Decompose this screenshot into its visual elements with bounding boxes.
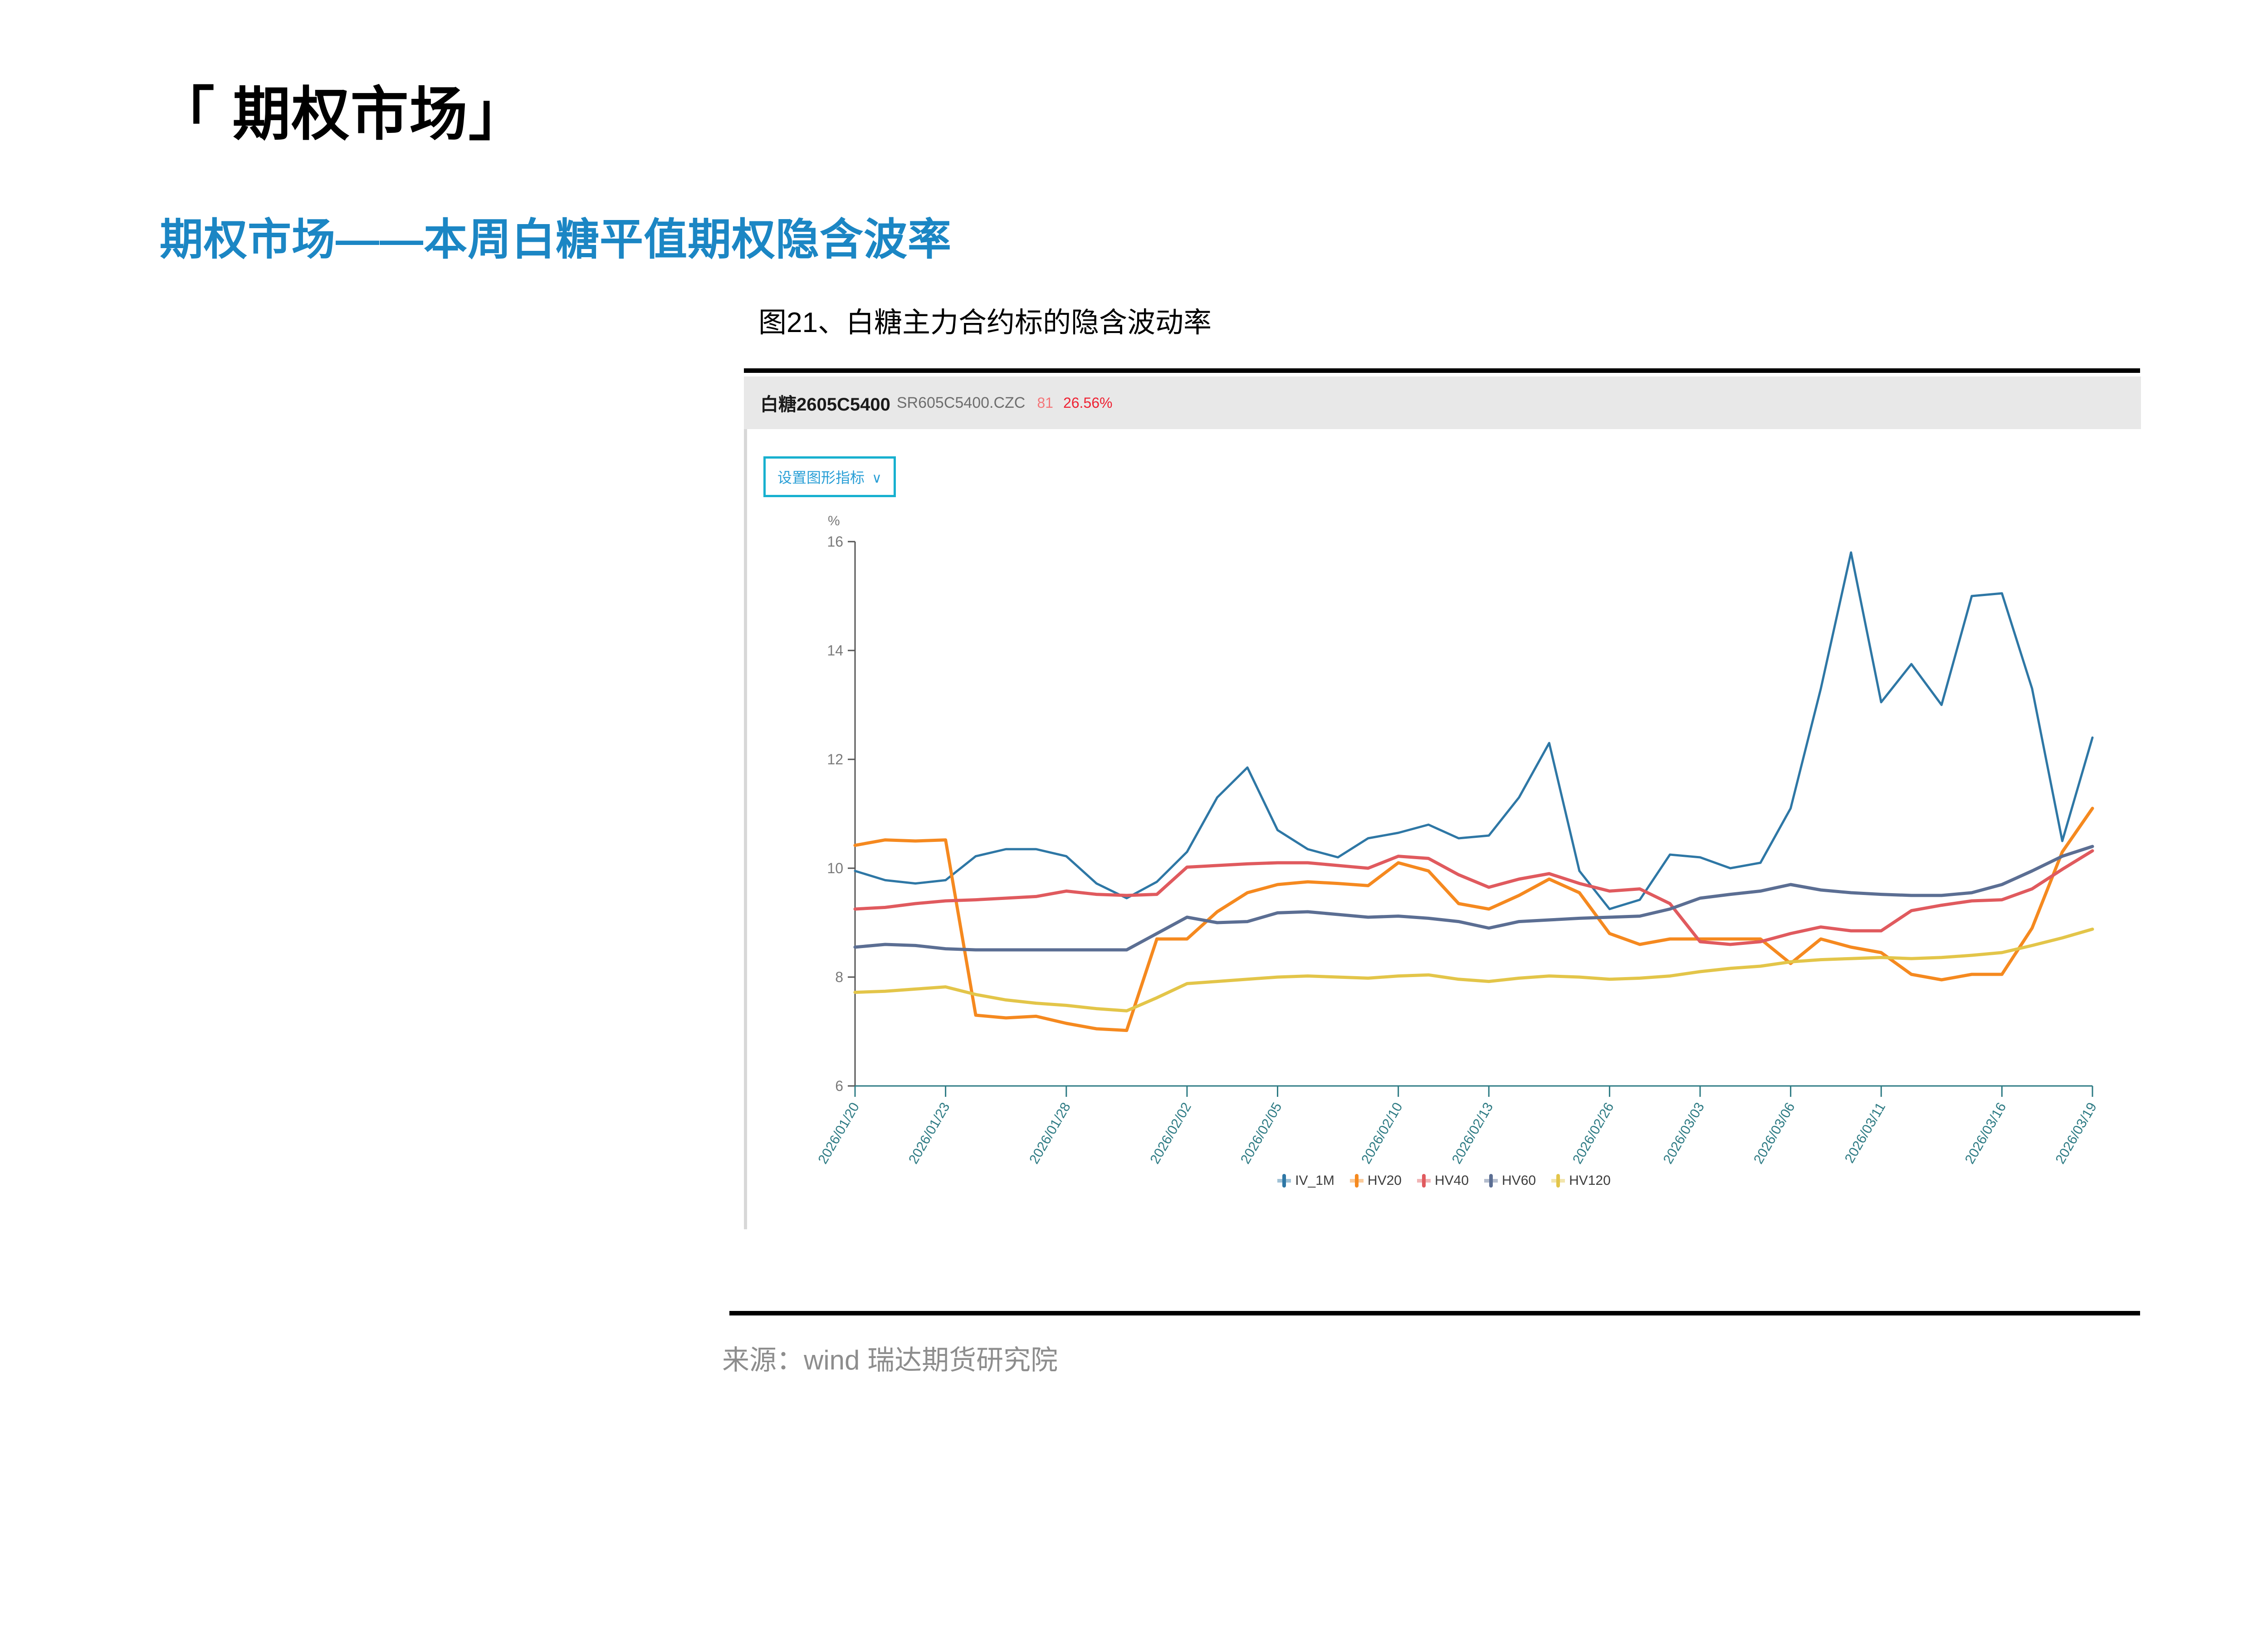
page-title: 「 期权市场」 [156, 82, 528, 147]
contract-name: 白糖2605C5400 [760, 395, 890, 415]
legend-label: IV_1M [1295, 1173, 1334, 1188]
svg-text:8: 8 [835, 969, 843, 985]
svg-text:10: 10 [827, 860, 843, 876]
contract-header-bar: 白糖2605C5400 SR605C5400.CZC 81 26.56% [744, 376, 2141, 429]
svg-text:12: 12 [827, 751, 843, 768]
contract-change-percent: 26.56% [1063, 394, 1113, 411]
chart-body: 设置图形指标 ∨ % 6 8 10 12 14 16 2026/01/20 2026/01/23… [744, 429, 2141, 1229]
page-subtitle: 期权市场——本周白糖平值期权隐含波率 [160, 215, 952, 264]
svg-text:2026/02/26: 2026/02/26 [1570, 1100, 1617, 1167]
figure-bottom-rule [729, 1311, 2140, 1315]
legend-label: HV40 [1434, 1173, 1469, 1188]
svg-text:2026/02/05: 2026/02/05 [1238, 1100, 1285, 1167]
legend-item-hv20[interactable]: HV20 [1349, 1173, 1402, 1188]
legend-item-hv120[interactable]: HV120 [1551, 1173, 1611, 1188]
legend-marker-icon [1484, 1174, 1498, 1188]
svg-text:16: 16 [827, 533, 843, 550]
legend-label: HV20 [1367, 1173, 1402, 1188]
svg-text:14: 14 [827, 642, 843, 659]
legend-marker-icon [1417, 1174, 1431, 1188]
contract-volume: 81 [1037, 394, 1053, 411]
figure-top-rule [744, 368, 2140, 373]
legend-item-hv60[interactable]: HV60 [1484, 1173, 1536, 1188]
svg-text:2026/03/06: 2026/03/06 [1751, 1100, 1798, 1167]
figure-caption: 图21、白糖主力合约标的隐含波动率 [758, 307, 1212, 338]
y-axis-unit-label: % [828, 513, 840, 528]
indicator-button-label: 设置图形指标 [777, 469, 865, 486]
svg-text:2026/02/10: 2026/02/10 [1359, 1100, 1406, 1167]
source-note: 来源：wind 瑞达期货研究院 [722, 1345, 1058, 1375]
svg-text:2026/01/23: 2026/01/23 [906, 1100, 953, 1167]
svg-text:2026/03/19: 2026/03/19 [2053, 1100, 2100, 1167]
svg-text:2026/02/13: 2026/02/13 [1449, 1100, 1496, 1167]
svg-text:2026/02/02: 2026/02/02 [1147, 1100, 1194, 1167]
line-chart-plot: 6 8 10 12 14 16 2026/01/20 2026/01/23 2026/01/28… [815, 533, 2100, 1167]
legend-label: HV120 [1569, 1173, 1611, 1188]
legend-marker-icon [1277, 1174, 1291, 1188]
chart-widget: 白糖2605C5400 SR605C5400.CZC 81 26.56% 设置图… [744, 376, 2141, 1229]
svg-text:2026/01/28: 2026/01/28 [1026, 1100, 1074, 1167]
contract-code: SR605C5400.CZC [896, 394, 1026, 411]
legend-label: HV60 [1502, 1173, 1536, 1188]
set-chart-indicator-button[interactable]: 设置图形指标 ∨ [763, 456, 896, 497]
chevron-down-icon: ∨ [872, 471, 882, 486]
svg-text:2026/03/16: 2026/03/16 [1962, 1100, 2009, 1167]
svg-text:2026/03/03: 2026/03/03 [1660, 1100, 1707, 1167]
svg-text:2026/03/11: 2026/03/11 [1842, 1100, 1889, 1166]
legend-marker-icon [1551, 1174, 1565, 1188]
legend-item-iv_1m[interactable]: IV_1M [1277, 1173, 1334, 1188]
svg-text:2026/01/20: 2026/01/20 [815, 1100, 862, 1167]
legend-marker-icon [1349, 1174, 1364, 1188]
svg-text:6: 6 [835, 1078, 843, 1094]
legend-item-hv40[interactable]: HV40 [1417, 1173, 1469, 1188]
chart-legend: IV_1M HV20 HV40 HV60 HV120 [747, 1173, 2141, 1188]
